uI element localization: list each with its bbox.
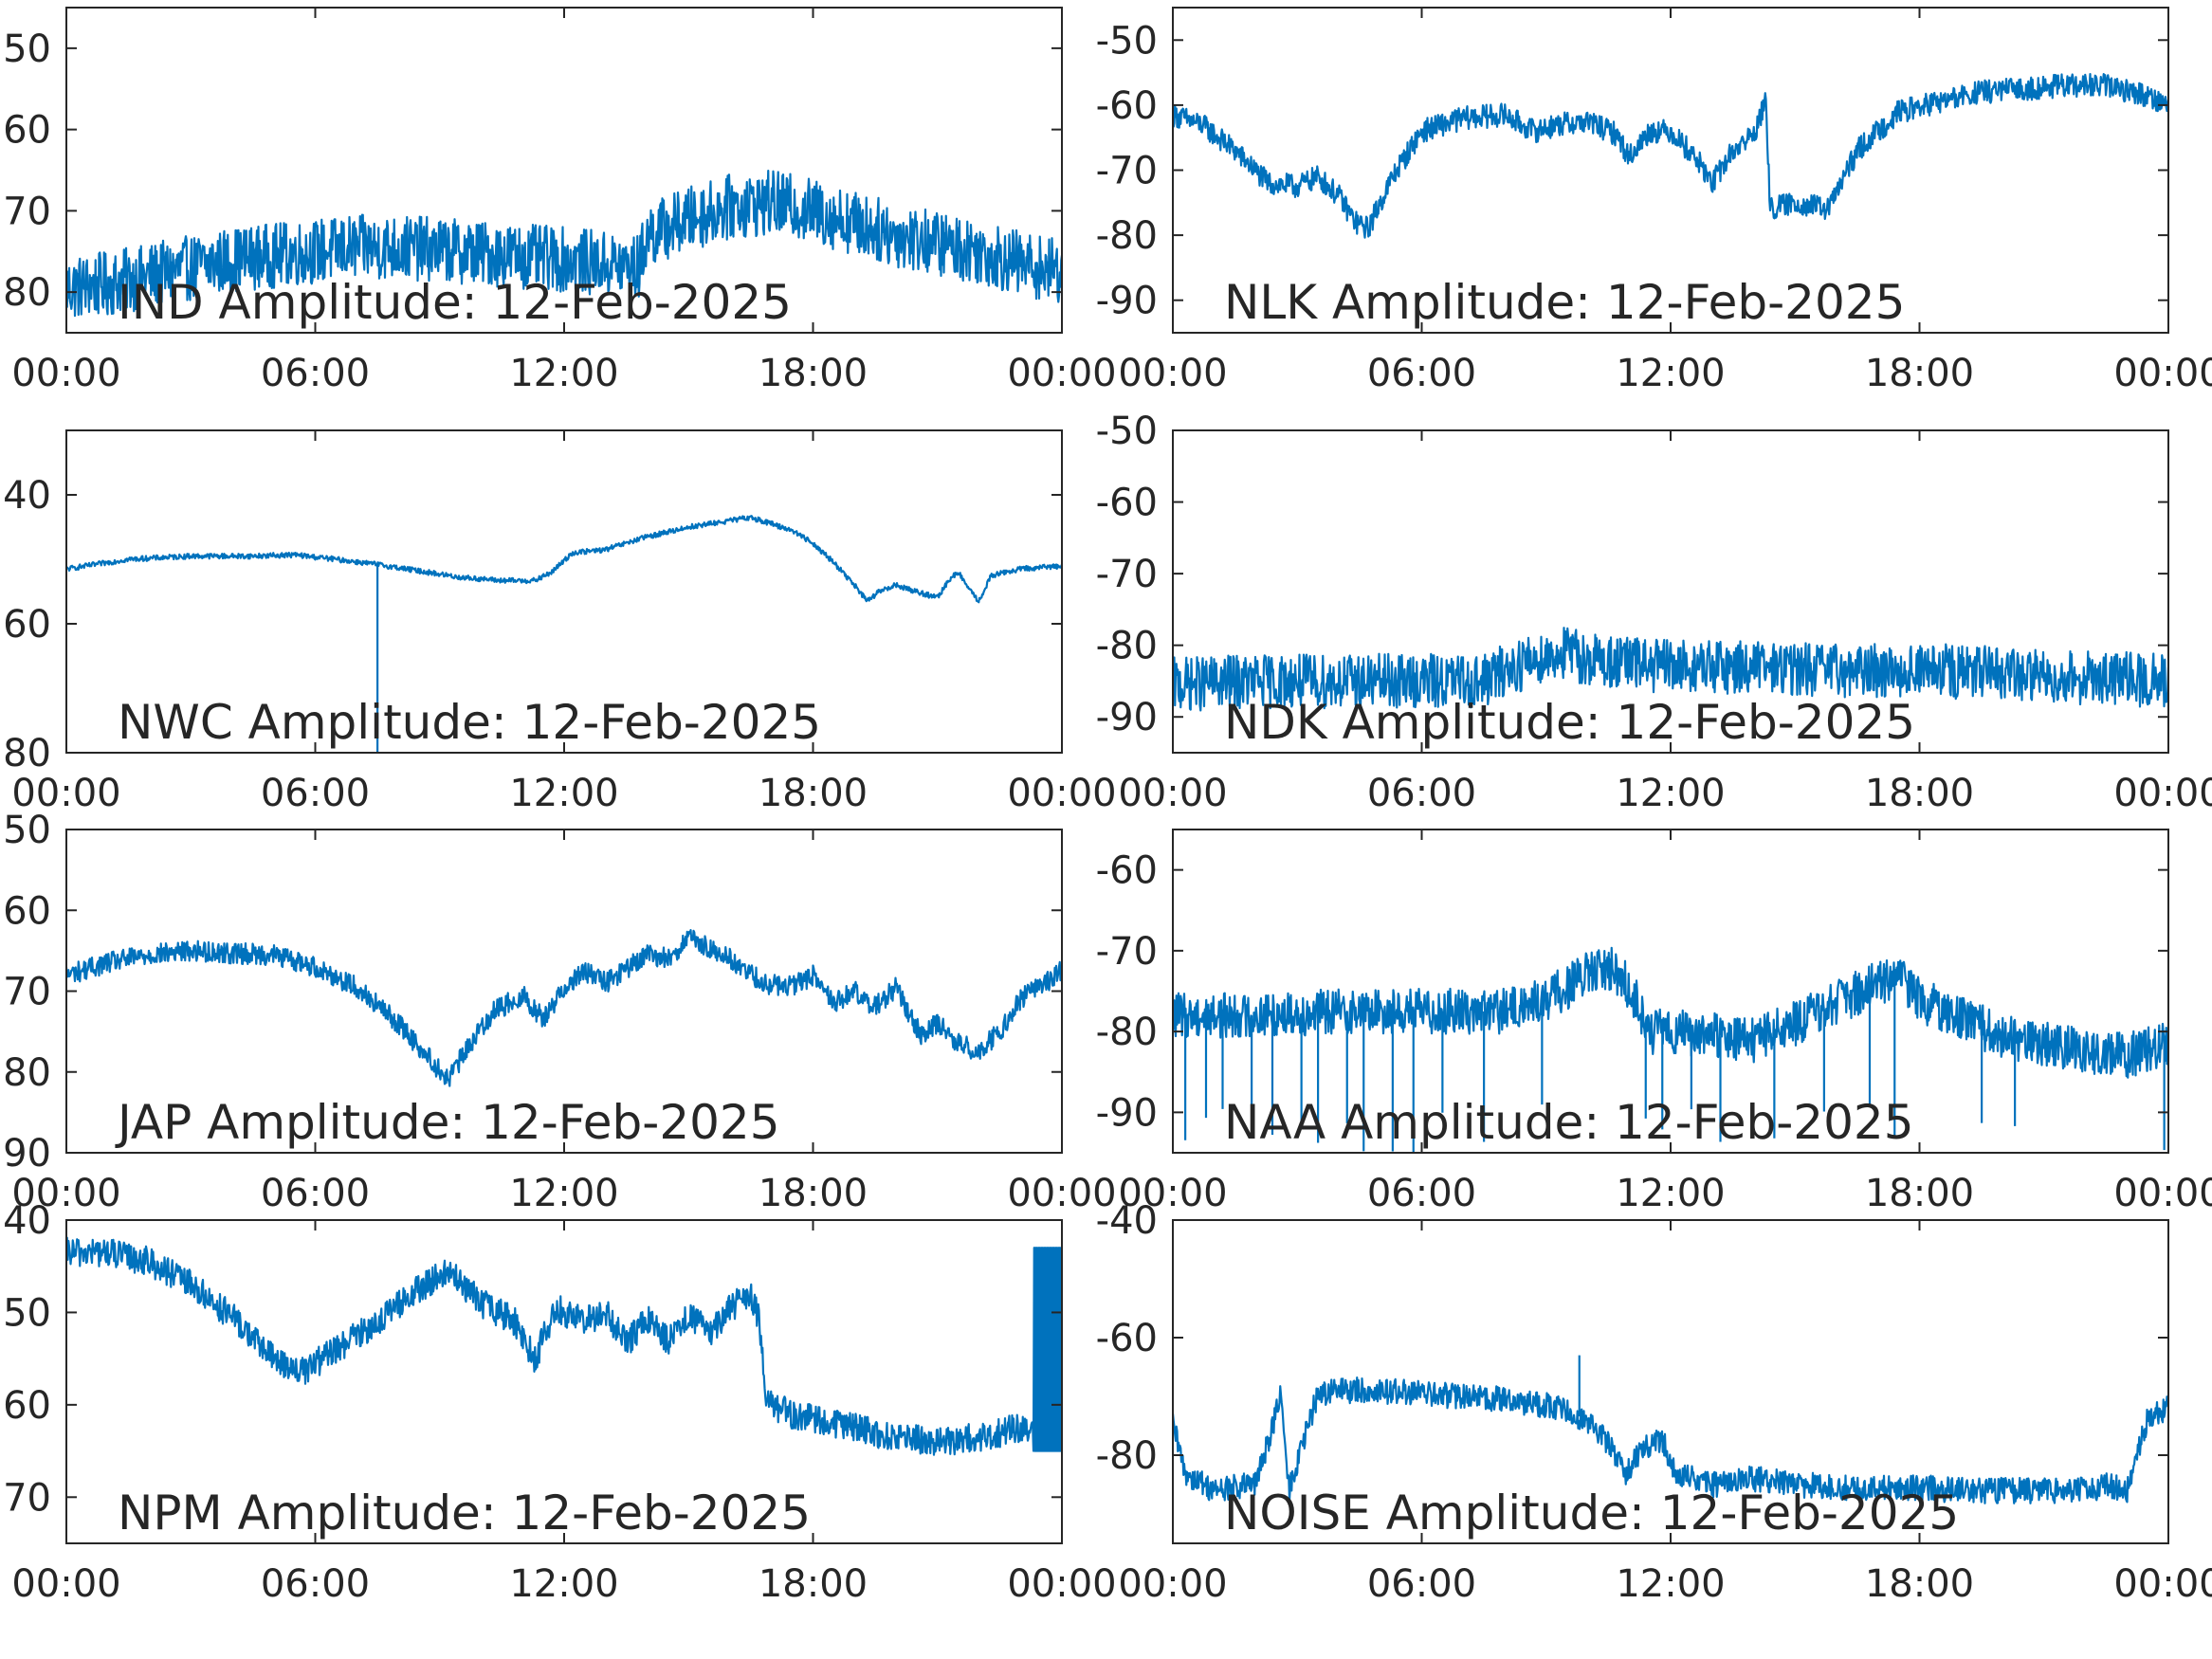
x-tick-label: 18:00 xyxy=(1865,352,1974,395)
x-tick-label: 00:00 xyxy=(1118,1562,1227,1606)
series-line xyxy=(1173,1376,2168,1504)
chart-panel: 00:00 06:00 12:00 18:00 00:00 -80 -60 -40 NOISE … xyxy=(1096,1199,2212,1606)
y-tick-label: -60 xyxy=(1096,849,1158,893)
y-tick-label: 70 xyxy=(3,190,51,233)
series-line xyxy=(66,170,1062,318)
y-tick-label: 80 xyxy=(3,271,51,315)
x-tick-label: 00:00 xyxy=(11,1562,120,1606)
x-tick-label: 12:00 xyxy=(509,772,618,815)
x-tick-label: 12:00 xyxy=(1616,1562,1725,1606)
x-tick-label: 00:00 xyxy=(1118,772,1227,815)
y-tick-label: 50 xyxy=(3,27,51,71)
panel-title: NLK Amplitude: 12-Feb-2025 xyxy=(1224,275,1905,330)
y-tick-label: -80 xyxy=(1096,1011,1158,1054)
x-tick-label: 06:00 xyxy=(261,772,370,815)
x-tick-label: 18:00 xyxy=(759,772,868,815)
series-line xyxy=(66,1236,1062,1456)
x-tick-label: 00:00 xyxy=(1007,1172,1116,1215)
panel-title: NOISE Amplitude: 12-Feb-2025 xyxy=(1224,1486,1959,1540)
series-line xyxy=(1173,627,2168,712)
x-tick-label: 00:00 xyxy=(2113,352,2212,395)
x-tick-label: 12:00 xyxy=(1616,352,1725,395)
y-tick-label: 50 xyxy=(3,1291,51,1335)
y-tick-label: -80 xyxy=(1096,625,1158,668)
y-tick-label: 60 xyxy=(3,1384,51,1428)
y-tick-label: 90 xyxy=(3,1132,51,1176)
y-tick-label: 60 xyxy=(3,603,51,647)
series-line xyxy=(1173,946,2168,1079)
x-tick-label: 18:00 xyxy=(1865,772,1974,815)
x-tick-label: 00:00 xyxy=(2113,1172,2212,1215)
y-tick-label: 80 xyxy=(3,1051,51,1095)
panel-title: JAP Amplitude: 12-Feb-2025 xyxy=(115,1095,780,1150)
y-tick-label: -60 xyxy=(1096,482,1158,525)
x-tick-label: 12:00 xyxy=(509,1562,618,1606)
x-tick-label: 00:00 xyxy=(1118,352,1227,395)
y-tick-label: 70 xyxy=(3,1476,51,1520)
x-tick-label: 12:00 xyxy=(1616,1172,1725,1215)
y-tick-label: -80 xyxy=(1096,1434,1158,1478)
panel-title: NDK Amplitude: 12-Feb-2025 xyxy=(1224,695,1915,750)
y-tick-label: -50 xyxy=(1096,19,1158,63)
x-tick-label: 18:00 xyxy=(1865,1562,1974,1606)
x-tick-label: 06:00 xyxy=(1367,1562,1476,1606)
x-tick-label: 12:00 xyxy=(509,1172,618,1215)
x-tick-label: 18:00 xyxy=(759,1562,868,1606)
series-line xyxy=(1173,72,2168,239)
y-tick-label: 60 xyxy=(3,889,51,933)
x-tick-label: 12:00 xyxy=(1616,772,1725,815)
x-tick-label: 18:00 xyxy=(1865,1172,1974,1215)
x-tick-label: 06:00 xyxy=(261,352,370,395)
series-line xyxy=(66,929,1062,1087)
x-tick-label: 00:00 xyxy=(1118,1172,1227,1215)
panel-title: IND Amplitude: 12-Feb-2025 xyxy=(118,275,792,330)
panel-title: NPM Amplitude: 12-Feb-2025 xyxy=(118,1486,811,1540)
x-tick-label: 06:00 xyxy=(1367,1172,1476,1215)
x-tick-label: 00:00 xyxy=(1007,352,1116,395)
chart-panel: 00:00 06:00 12:00 18:00 00:00 -90 -80 -70 -60 -50… xyxy=(1096,410,2212,815)
x-tick-label: 06:00 xyxy=(1367,352,1476,395)
y-tick-label: -70 xyxy=(1096,930,1158,974)
y-tick-label: -40 xyxy=(1096,1199,1158,1243)
chart-panel: 00:00 06:00 12:00 18:00 00:00 80 70 60 50 IND Amp… xyxy=(3,7,1117,395)
y-tick-label: 70 xyxy=(3,971,51,1014)
chart-panel: 00:00 06:00 12:00 18:00 00:00 70 60 50 40 NPM Amp… xyxy=(3,1199,1117,1606)
x-tick-label: 00:00 xyxy=(1007,1562,1116,1606)
x-tick-label: 00:00 xyxy=(11,352,120,395)
series-line xyxy=(66,515,1062,604)
x-tick-label: 06:00 xyxy=(1367,772,1476,815)
x-tick-label: 00:00 xyxy=(2113,772,2212,815)
y-tick-label: -60 xyxy=(1096,1317,1158,1360)
x-tick-label: 06:00 xyxy=(261,1172,370,1215)
y-tick-label: -90 xyxy=(1096,280,1158,323)
panel-title: NAA Amplitude: 12-Feb-2025 xyxy=(1224,1095,1914,1150)
y-tick-label: 80 xyxy=(3,732,51,775)
x-tick-label: 06:00 xyxy=(261,1562,370,1606)
x-tick-label: 18:00 xyxy=(759,352,868,395)
y-tick-label: -70 xyxy=(1096,150,1158,193)
x-tick-label: 00:00 xyxy=(11,1172,120,1215)
y-tick-label: 50 xyxy=(3,809,51,852)
y-tick-label: -70 xyxy=(1096,553,1158,596)
y-tick-label: -80 xyxy=(1096,214,1158,258)
y-tick-label: -90 xyxy=(1096,696,1158,739)
chart-panel: 00:00 06:00 12:00 18:00 00:00 -90 -80 -70 -60 -50… xyxy=(1096,7,2212,395)
panel-title: NWC Amplitude: 12-Feb-2025 xyxy=(118,695,821,750)
x-tick-label: 00:00 xyxy=(1007,772,1116,815)
x-tick-label: 18:00 xyxy=(759,1172,868,1215)
x-tick-label: 00:00 xyxy=(11,772,120,815)
x-tick-label: 12:00 xyxy=(509,352,618,395)
y-tick-label: -60 xyxy=(1096,84,1158,128)
x-tick-label: 00:00 xyxy=(2113,1562,2212,1606)
y-tick-label: 40 xyxy=(3,474,51,518)
y-tick-label: -50 xyxy=(1096,410,1158,453)
chart-panel: 00:00 06:00 12:00 18:00 00:00 -90 -80 -70 -60 NAA… xyxy=(1096,829,2212,1215)
y-tick-label: 40 xyxy=(3,1199,51,1243)
y-tick-label: 60 xyxy=(3,109,51,153)
y-tick-label: -90 xyxy=(1096,1091,1158,1135)
